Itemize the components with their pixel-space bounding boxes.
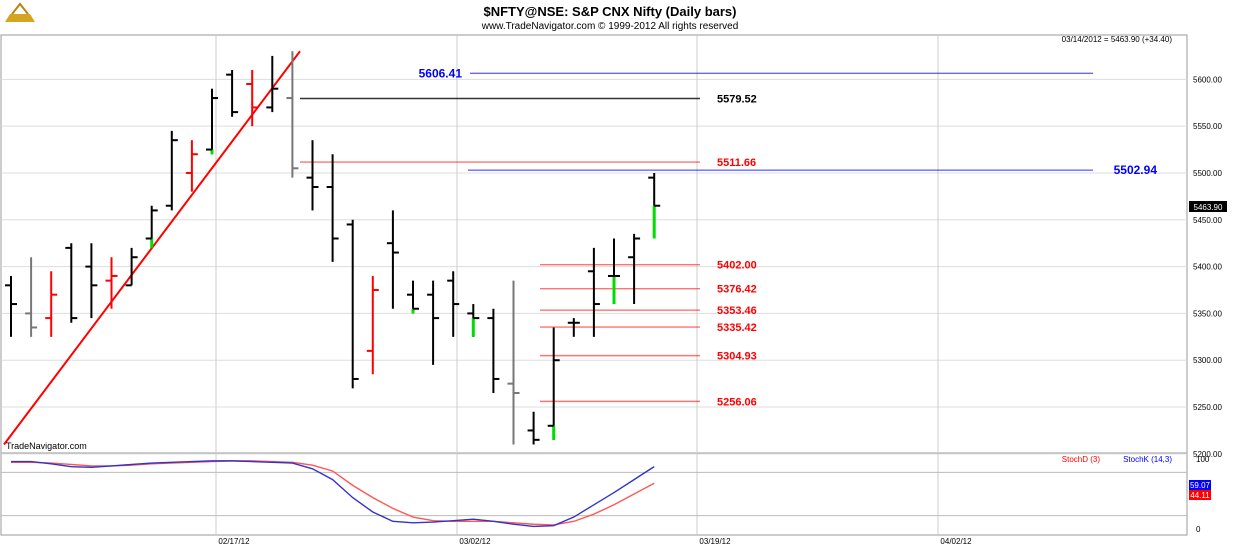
date-tick-label: 04/02/12 [940,537,972,546]
stoch-k-legend: StochK (14,3) [1123,455,1172,464]
date-tick-label: 02/17/12 [218,537,250,546]
level-label: 5256.06 [717,396,757,408]
stoch-k-line [11,460,655,528]
watermark: TradeNavigator.com [6,441,87,451]
ohlc-bar [467,304,480,337]
ohlc-bar [306,140,319,211]
price-tick-label: 5250.00 [1193,403,1222,412]
quote-readout: 03/14/2012 = 5463.90 (+34.40) [1062,35,1173,44]
ohlc-bar [527,411,540,445]
level-label: 5376.42 [717,284,757,296]
ohlc-bar [366,275,379,375]
stochastic-panel [1,460,1187,528]
level-label: 5606.41 [419,66,463,80]
last-price-label: 5463.90 [1194,203,1223,212]
price-tick-label: 5300.00 [1193,356,1222,365]
ohlc-bar [567,318,580,337]
price-tick-label: 5500.00 [1193,169,1222,178]
ohlc-bar [286,51,299,178]
stoch-tick-label: 100 [1196,455,1210,464]
price-tick-label: 5550.00 [1193,122,1222,131]
ohlc-bar [45,271,58,337]
ohlc-bar [447,271,460,337]
stoch-d-value-tag [1189,490,1211,500]
level-label: 5502.94 [1114,163,1158,177]
ohlc-bar [266,55,279,113]
ohlc-bar [246,69,259,127]
date-tick-label: 03/19/12 [699,537,731,546]
ohlc-bar [407,280,419,314]
stoch-k-value-tag [1189,480,1211,490]
ohlc-bar [65,243,78,323]
axes: 5200.00 5250.00 5300.00 5350.00 5400.00 5450.… [218,75,1222,546]
ohlc-bar [648,172,661,239]
stoch-tick-label: 0 [1196,525,1201,534]
ohlc-bar [386,210,399,309]
ohlc-bar [85,243,98,319]
ohlc-bar [145,205,158,248]
price-tick-label: 5350.00 [1193,309,1222,318]
ohlc-bar [587,247,600,337]
ohlc-bar [487,308,500,394]
ohlc-bar [125,247,138,287]
logo-icon [5,2,35,22]
price-tick-label: 5450.00 [1193,216,1222,225]
price-tick-label: 5600.00 [1193,75,1222,84]
ohlc-bar [165,130,178,211]
ohlc-bar [427,280,440,365]
stoch-panel-frame [0,452,1188,536]
price-panel-frame [0,34,1188,454]
date-tick-label: 03/02/12 [459,537,491,546]
ohlc-bars [5,51,661,445]
level-label: 5579.52 [717,94,757,106]
ohlc-bar [326,154,339,262]
level-label: 5335.42 [717,322,757,334]
ohlc-bar [206,88,218,155]
stoch-k-value: 59.07 [1190,481,1211,490]
ohlc-bar [105,257,118,309]
level-label: 5402.00 [717,260,757,272]
ohlc-bar [346,219,359,389]
level-lines: 5606.41 5579.52 5511.66 5502.94 5402.00 5376.… [300,66,1157,408]
ohlc-bar [608,238,620,305]
last-price-tag [1189,201,1227,212]
chart-subtitle: www.TradeNavigator.com © 1999-2012 All r… [481,21,739,32]
ohlc-bar [5,275,17,337]
price-tick-label: 5400.00 [1193,263,1222,272]
ohlc-bar [547,327,560,440]
price-tick-label: 5200.00 [1193,450,1222,459]
stoch-d-legend: StochD (3) [1062,455,1101,464]
ohlc-bar [507,280,520,445]
ohlc-bar [226,69,239,117]
ohlc-bar [185,140,198,192]
stoch-d-value: 44.11 [1190,491,1210,500]
level-label: 5511.66 [717,157,756,169]
chart-title: $NFTY@NSE: S&P CNX Nifty (Daily bars) [484,4,737,19]
ohlc-bar [25,257,38,337]
level-label: 5304.93 [717,351,757,363]
ohlc-bar [628,233,641,305]
level-label: 5353.46 [717,305,757,317]
